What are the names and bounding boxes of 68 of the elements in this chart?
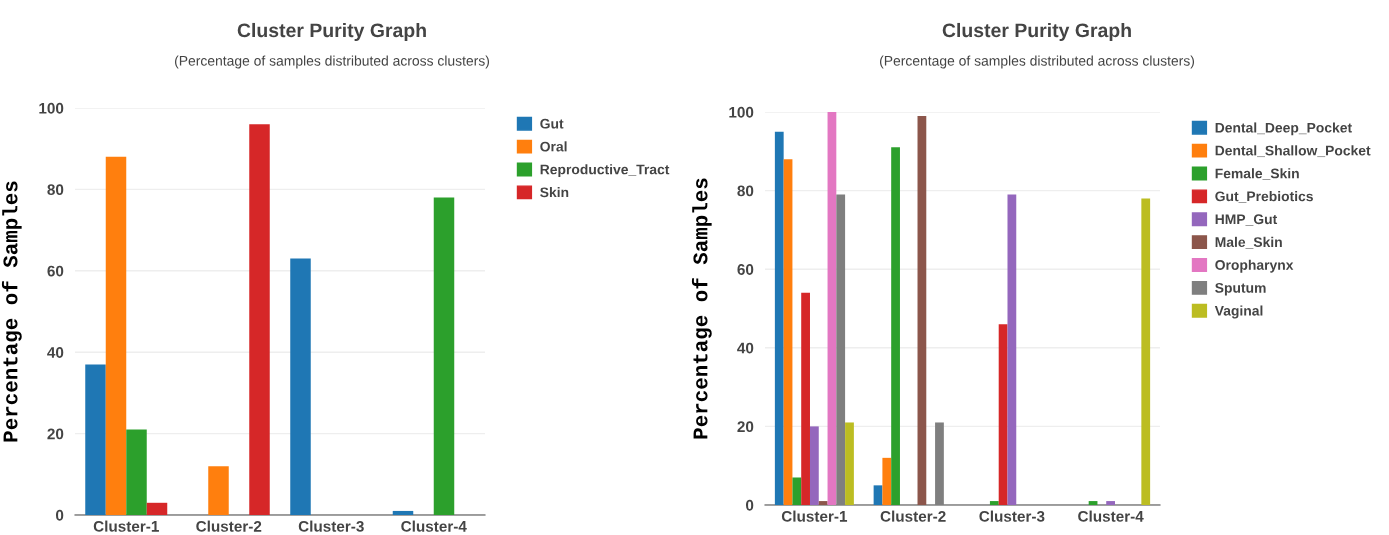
bar (845, 422, 854, 505)
y-tick-label: 40 (47, 347, 64, 358)
legend-label: Male_Skin (1215, 236, 1282, 249)
bar (85, 364, 106, 515)
bar (392, 510, 414, 515)
bar (998, 324, 1008, 505)
legend-label: HMP_Gut (1215, 214, 1278, 226)
legend-label: Oral (540, 141, 567, 152)
y-tick-label: 100 (729, 106, 754, 118)
bar (818, 501, 828, 505)
bar (809, 426, 819, 505)
bar (1141, 198, 1151, 505)
bar (792, 477, 802, 505)
legend-label: Sputum (1215, 282, 1266, 296)
legend-label: Gut (540, 118, 564, 129)
legend-label: Vaginal (1214, 305, 1263, 319)
bar (989, 501, 999, 505)
y-tick-label: 100 (39, 102, 64, 114)
bar (208, 466, 229, 515)
x-tick-label: Cluster-3 (979, 510, 1045, 522)
x-tick-label: Cluster-2 (196, 520, 262, 532)
y-tick-label: 40 (737, 342, 754, 354)
legend-label: Skin (540, 187, 569, 198)
bar (873, 485, 883, 505)
legend-label: Female_Skin (1215, 168, 1299, 180)
y-tick-label: 60 (47, 265, 64, 277)
legend-label: Reproductive_Tract (540, 164, 670, 178)
bar (433, 197, 455, 515)
x-tick-label: Cluster-2 (880, 510, 946, 522)
bar (1106, 501, 1116, 505)
bar (801, 292, 810, 505)
x-tick-label: Cluster-1 (781, 510, 848, 522)
bar (1088, 501, 1098, 505)
x-tick-label: Cluster-4 (1078, 510, 1144, 522)
y-axis-title: Percentage of Samples (691, 178, 712, 439)
bar (783, 159, 793, 505)
y-tick-label: 80 (737, 185, 754, 197)
chart-title: Cluster Purity Graph (942, 22, 1131, 42)
bar (882, 457, 892, 505)
bar (290, 258, 311, 515)
y-tick-label: 20 (737, 421, 754, 433)
bar (126, 429, 147, 515)
bar (935, 422, 944, 505)
y-tick-label: 20 (47, 428, 64, 440)
y-tick-label: 80 (47, 184, 64, 196)
y-axis-title: Percentage of Samples (1, 181, 22, 442)
x-tick-label: Cluster-4 (401, 520, 467, 532)
x-tick-label: Cluster-3 (298, 520, 364, 532)
y-tick-label: 0 (56, 509, 64, 521)
bar (891, 147, 900, 505)
bar (836, 194, 846, 505)
bar (249, 124, 270, 515)
chart-title: Cluster Purity Graph (237, 22, 426, 42)
legend-label: Gut_Prebiotics (1215, 191, 1313, 203)
y-tick-label: 60 (737, 264, 754, 275)
bar (774, 131, 784, 505)
legend-label: Dental_Shallow_Pocket (1215, 145, 1371, 158)
bar (827, 112, 837, 505)
bar (1007, 194, 1017, 505)
chart-subtitle: (Percentage of samples distributed across clusters) (880, 55, 1195, 69)
bar (146, 502, 168, 515)
bar (105, 156, 127, 515)
y-tick-label: 0 (746, 499, 754, 511)
bar (917, 115, 927, 505)
legend-label: Dental_Deep_Pocket (1215, 122, 1352, 136)
legend-label: Oropharynx (1215, 259, 1294, 273)
x-tick-label: Cluster-1 (93, 520, 159, 532)
chart-subtitle: (Percentage of samples distributed across clusters) (175, 55, 490, 69)
